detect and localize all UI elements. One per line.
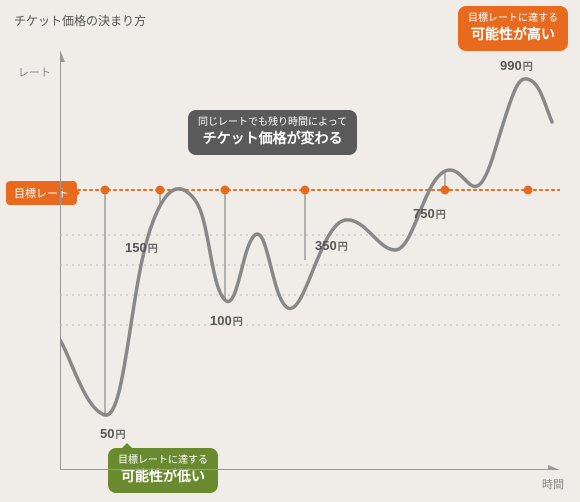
y-axis: [60, 50, 65, 470]
x-axis-label: 時間: [542, 476, 564, 492]
high-probability-callout: 目標レートに達する 可能性が高い: [458, 6, 568, 51]
svg-text:100円: 100円: [210, 313, 243, 328]
price-labels: 50円 150円 100円 350円 750円 990円: [100, 58, 533, 441]
x-axis: [60, 465, 560, 470]
svg-text:750円: 750円: [413, 206, 446, 221]
svg-text:350円: 350円: [315, 238, 348, 253]
callout-small-text: 目標レートに達する: [468, 12, 558, 25]
svg-text:50円: 50円: [100, 426, 125, 441]
guide-lines: [105, 172, 445, 415]
svg-text:990円: 990円: [500, 58, 533, 73]
chart-plot: 50円 150円 100円 350円 750円 990円: [60, 50, 560, 470]
callout-large-text: 可能性が高い: [468, 25, 558, 43]
chart-title: チケット価格の決まり方: [14, 12, 146, 29]
svg-text:150円: 150円: [125, 240, 158, 255]
y-axis-label: レート: [18, 64, 51, 80]
